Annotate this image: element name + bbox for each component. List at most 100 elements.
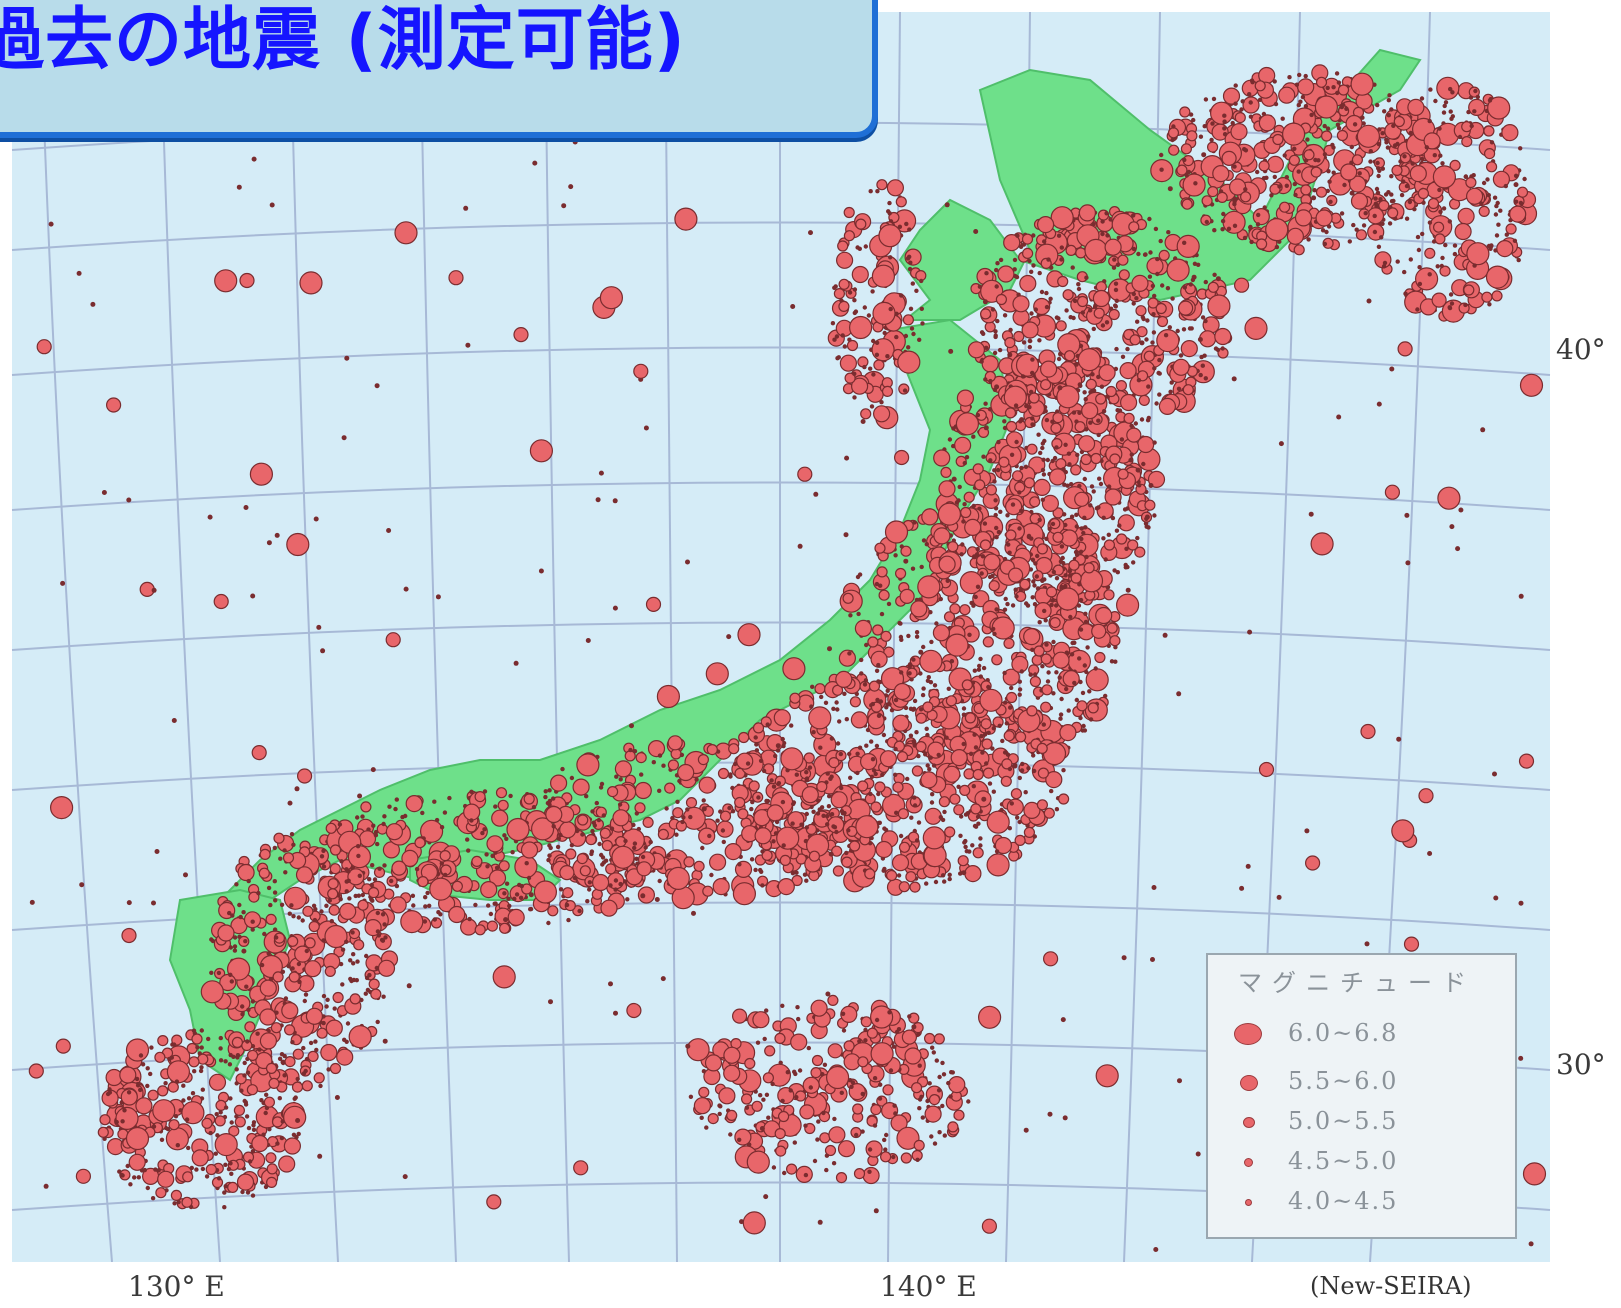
quake-marker (268, 977, 274, 982)
quake-marker (961, 741, 966, 747)
quake-marker (844, 850, 849, 856)
quake-marker (1322, 152, 1328, 157)
quake-marker (1077, 410, 1082, 415)
quake-marker (1084, 554, 1089, 560)
quake-marker (811, 1054, 824, 1067)
quake-marker (115, 1106, 139, 1131)
quake-marker (387, 804, 392, 809)
quake-marker (1150, 283, 1156, 289)
quake-marker (1172, 358, 1190, 376)
quake-marker (1385, 145, 1391, 150)
quake-marker (1032, 583, 1037, 588)
quake-marker (878, 589, 890, 601)
quake-marker (184, 1117, 190, 1122)
quake-marker (1255, 169, 1260, 175)
quake-marker (1088, 717, 1094, 722)
quake-marker (832, 1116, 837, 1122)
quake-marker (427, 903, 432, 908)
quake-marker (1034, 574, 1040, 579)
quake-marker (968, 751, 974, 756)
quake-marker (1126, 427, 1142, 443)
quake-marker (1013, 587, 1018, 592)
quake-marker (874, 743, 880, 749)
quake-marker (1048, 468, 1067, 486)
quake-marker (1069, 514, 1075, 519)
quake-marker (1176, 234, 1200, 258)
quake-marker (1207, 281, 1219, 293)
quake-marker (978, 656, 983, 662)
quake-marker (257, 1047, 262, 1052)
quake-marker (639, 772, 644, 777)
quake-marker (580, 832, 585, 837)
quake-marker (788, 1088, 793, 1093)
quake-marker (872, 1076, 878, 1081)
quake-marker (1281, 122, 1306, 146)
quake-marker (186, 1145, 191, 1151)
quake-marker (693, 1097, 712, 1115)
quake-marker (1336, 129, 1349, 142)
quake-marker (1355, 229, 1368, 241)
quake-marker (737, 862, 742, 867)
quake-marker (764, 798, 769, 804)
quake-marker (153, 1167, 158, 1172)
quake-marker (1007, 766, 1013, 772)
quake-marker (239, 1088, 244, 1093)
quake-marker (706, 743, 718, 756)
parallel-line (11, 481, 1551, 511)
quake-marker (1380, 166, 1386, 171)
quake-marker (1298, 99, 1303, 104)
quake-marker (1336, 414, 1342, 420)
quake-marker (1495, 200, 1500, 206)
quake-marker (1080, 728, 1085, 733)
quake-marker (1434, 233, 1446, 245)
quake-marker (1002, 750, 1008, 755)
quake-marker (1050, 458, 1055, 464)
quake-marker (577, 908, 582, 914)
quake-marker (192, 1069, 197, 1074)
quake-marker (1096, 432, 1101, 438)
quake-marker (752, 1011, 770, 1029)
quake-marker (990, 307, 996, 312)
quake-marker (1435, 264, 1440, 269)
quake-marker (773, 709, 791, 727)
quake-marker (934, 1058, 939, 1063)
quake-marker (838, 300, 850, 312)
quake-marker (756, 795, 761, 800)
quake-marker (1003, 637, 1015, 650)
quake-marker (382, 922, 387, 927)
quake-marker (870, 1042, 894, 1066)
quake-marker (643, 845, 648, 850)
quake-marker (1033, 561, 1038, 566)
quake-marker (1017, 692, 1022, 697)
quake-marker (754, 742, 759, 747)
quake-marker (1015, 353, 1040, 377)
quake-marker (723, 1046, 741, 1064)
quake-marker (1331, 170, 1336, 175)
quake-marker (346, 878, 351, 883)
quake-marker (166, 1060, 190, 1084)
quake-marker (1131, 301, 1136, 306)
quake-marker (1017, 775, 1022, 781)
quake-marker (808, 230, 813, 236)
quake-marker (1378, 197, 1383, 202)
quake-marker (402, 1174, 408, 1180)
quake-marker (1103, 539, 1116, 551)
quake-marker (1092, 289, 1111, 308)
quake-marker (983, 401, 988, 406)
quake-marker (389, 896, 407, 914)
quake-marker (1193, 181, 1198, 186)
quake-marker (887, 702, 892, 707)
quake-marker (355, 844, 361, 849)
quake-marker (326, 1067, 331, 1072)
quake-marker (283, 870, 288, 875)
quake-marker (1082, 476, 1088, 482)
quake-marker (987, 781, 993, 786)
quake-marker (963, 491, 975, 503)
quake-marker (904, 1047, 922, 1065)
quake-marker (975, 814, 981, 819)
quake-marker (846, 339, 859, 352)
quake-marker (265, 913, 277, 926)
quake-marker (279, 902, 285, 907)
quake-marker (945, 578, 950, 583)
quake-marker (855, 218, 867, 230)
